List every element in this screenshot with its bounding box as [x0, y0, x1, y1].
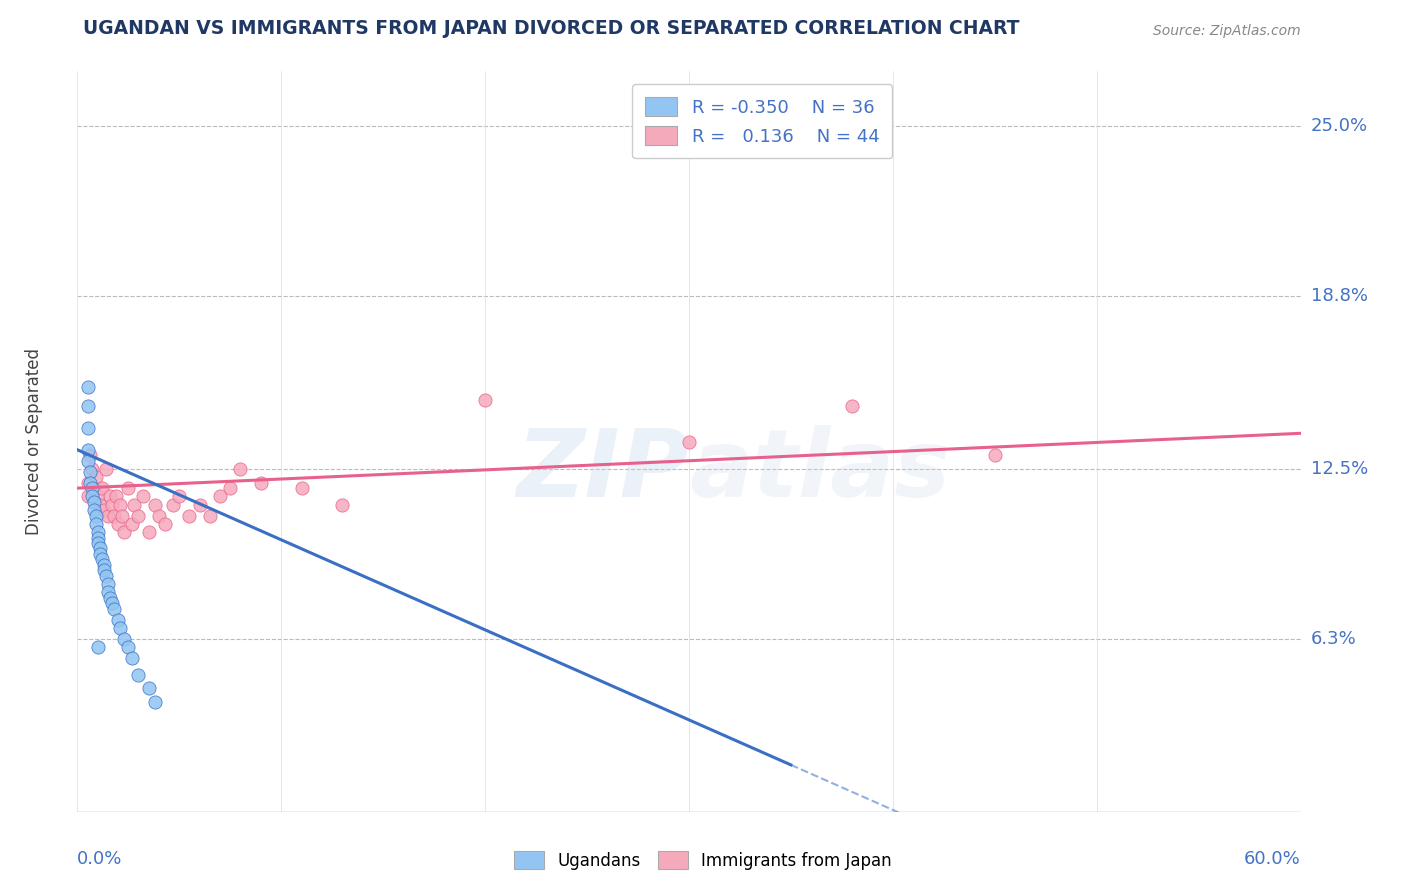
Point — [76, 489, 98, 503]
Point — [153, 516, 176, 531]
Point — [76, 399, 98, 413]
Point — [112, 524, 135, 539]
Point — [93, 558, 115, 572]
Point — [94, 462, 117, 476]
Point — [97, 508, 120, 523]
Text: 60.0%: 60.0% — [1244, 850, 1301, 868]
Point — [148, 508, 170, 523]
Point — [117, 481, 139, 495]
Point — [138, 681, 160, 696]
Point — [87, 524, 110, 539]
Point — [127, 667, 149, 681]
Point — [121, 516, 143, 531]
Point — [79, 465, 101, 479]
Point — [83, 503, 105, 517]
Point — [124, 498, 146, 512]
Point — [80, 481, 103, 495]
Point — [76, 421, 98, 435]
Point — [332, 498, 354, 512]
Point — [76, 380, 98, 394]
Point — [198, 508, 221, 523]
Point — [101, 498, 124, 512]
Point — [984, 448, 1007, 462]
Point — [169, 489, 191, 503]
Point — [83, 495, 105, 509]
Point — [93, 563, 115, 577]
Point — [98, 489, 121, 503]
Point — [107, 613, 129, 627]
Text: Source: ZipAtlas.com: Source: ZipAtlas.com — [1153, 24, 1301, 38]
Point — [90, 552, 112, 566]
Point — [89, 541, 111, 556]
Point — [83, 481, 105, 495]
Point — [208, 489, 231, 503]
Point — [250, 475, 273, 490]
Point — [179, 508, 201, 523]
Point — [80, 462, 103, 476]
Point — [87, 489, 110, 503]
Point — [107, 516, 129, 531]
Point — [131, 489, 153, 503]
Text: 18.8%: 18.8% — [1310, 287, 1368, 305]
Point — [97, 577, 120, 591]
Text: UGANDAN VS IMMIGRANTS FROM JAPAN DIVORCED OR SEPARATED CORRELATION CHART: UGANDAN VS IMMIGRANTS FROM JAPAN DIVORCE… — [83, 19, 1019, 38]
Point — [76, 454, 98, 468]
Text: 12.5%: 12.5% — [1310, 460, 1368, 478]
Point — [101, 596, 124, 610]
Point — [111, 508, 134, 523]
Point — [93, 503, 115, 517]
Point — [678, 434, 700, 449]
Point — [90, 481, 112, 495]
Legend: Ugandans, Immigrants from Japan: Ugandans, Immigrants from Japan — [508, 845, 898, 877]
Point — [188, 498, 211, 512]
Point — [143, 695, 166, 709]
Point — [79, 448, 101, 462]
Point — [143, 498, 166, 512]
Point — [117, 640, 139, 655]
Point — [290, 481, 312, 495]
Point — [219, 481, 242, 495]
Point — [97, 585, 120, 599]
Point — [87, 640, 110, 655]
Point — [98, 591, 121, 605]
Point — [162, 498, 184, 512]
Point — [84, 470, 107, 484]
Text: ZIP: ZIP — [516, 425, 689, 517]
Point — [127, 508, 149, 523]
Point — [108, 498, 131, 512]
Point — [112, 632, 135, 646]
Text: 25.0%: 25.0% — [1310, 117, 1368, 136]
Point — [138, 524, 160, 539]
Text: 6.3%: 6.3% — [1310, 630, 1357, 648]
Point — [89, 547, 111, 561]
Point — [474, 393, 496, 408]
Point — [79, 475, 101, 490]
Point — [121, 651, 143, 665]
Point — [103, 508, 125, 523]
Point — [229, 462, 252, 476]
Point — [76, 442, 98, 457]
Point — [94, 569, 117, 583]
Point — [87, 536, 110, 550]
Text: 0.0%: 0.0% — [77, 850, 122, 868]
Point — [76, 475, 98, 490]
Point — [841, 399, 863, 413]
Legend: R = -0.350    N = 36, R =   0.136    N = 44: R = -0.350 N = 36, R = 0.136 N = 44 — [633, 84, 893, 158]
Point — [84, 516, 107, 531]
Point — [80, 489, 103, 503]
Point — [108, 621, 131, 635]
Text: atlas: atlas — [689, 425, 950, 517]
Point — [87, 531, 110, 545]
Point — [105, 489, 128, 503]
Point — [89, 498, 111, 512]
Text: Divorced or Separated: Divorced or Separated — [25, 348, 44, 535]
Point — [103, 602, 125, 616]
Point — [84, 508, 107, 523]
